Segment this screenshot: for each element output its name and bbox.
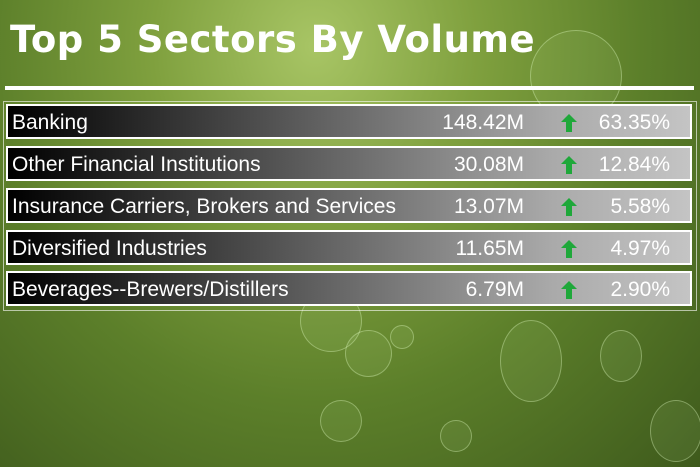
sector-volume: 148.42M bbox=[442, 111, 524, 134]
sector-row[interactable]: Other Financial Institutions 30.08M 12.8… bbox=[6, 146, 692, 181]
arrow-up-icon bbox=[561, 198, 577, 216]
page-title: Top 5 Sectors By Volume bbox=[10, 18, 536, 61]
arrow-up-icon bbox=[561, 281, 577, 299]
sector-row[interactable]: Beverages--Brewers/Distillers 6.79M 2.90… bbox=[6, 271, 692, 306]
sector-name: Insurance Carriers, Brokers and Services bbox=[12, 195, 396, 218]
sector-row[interactable]: Banking 148.42M 63.35% bbox=[6, 104, 692, 139]
sector-row[interactable]: Insurance Carriers, Brokers and Services… bbox=[6, 188, 692, 223]
sector-percent: 2.90% bbox=[610, 278, 670, 301]
sector-name: Other Financial Institutions bbox=[12, 153, 261, 176]
arrow-up-icon bbox=[561, 240, 577, 258]
sector-volume: 11.65M bbox=[455, 237, 525, 260]
sector-percent: 63.35% bbox=[598, 111, 670, 134]
sector-percent: 4.97% bbox=[610, 237, 670, 260]
sector-row[interactable]: Diversified Industries 11.65M 4.97% bbox=[6, 230, 692, 265]
sector-percent: 5.58% bbox=[610, 195, 670, 218]
title-divider bbox=[5, 86, 694, 90]
sector-volume: 30.08M bbox=[453, 153, 524, 176]
sector-name: Beverages--Brewers/Distillers bbox=[12, 278, 289, 301]
arrow-up-icon bbox=[561, 114, 577, 132]
sector-name: Banking bbox=[12, 111, 88, 134]
sector-name: Diversified Industries bbox=[12, 237, 207, 260]
sector-list: Banking 148.42M 63.35% Other Financial I… bbox=[3, 101, 697, 311]
sector-volume: 13.07M bbox=[453, 195, 524, 218]
sector-percent: 12.84% bbox=[598, 153, 670, 176]
arrow-up-icon bbox=[561, 156, 577, 174]
sector-volume: 6.79M bbox=[465, 278, 524, 301]
